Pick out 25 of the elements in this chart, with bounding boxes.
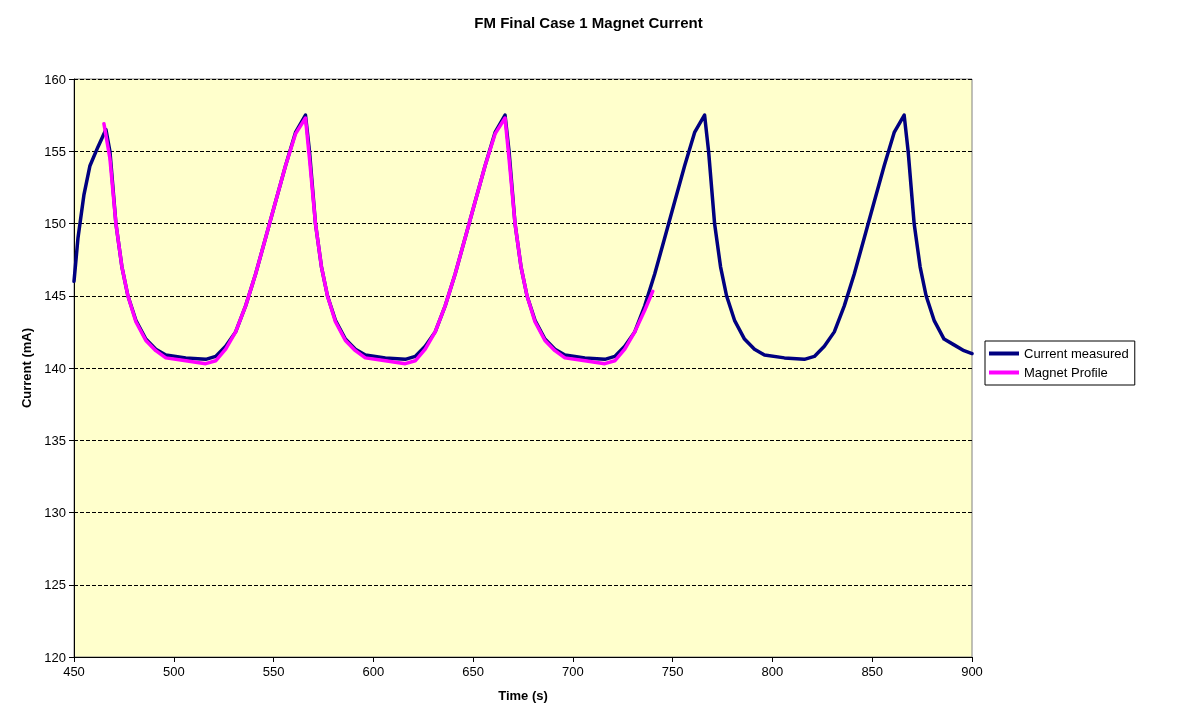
y-tick-label: 160 [44, 71, 66, 87]
legend-label: Magnet Profile [1024, 365, 1108, 380]
x-tick-label: 900 [961, 664, 983, 679]
y-tick-label: 145 [44, 288, 66, 304]
y-axis-title: Current (mA) [19, 327, 35, 409]
x-tick-label: 450 [63, 664, 85, 679]
x-axis-title: Time (s) [498, 688, 548, 703]
y-tick-label: 150 [44, 216, 66, 231]
x-tick-label: 550 [262, 664, 285, 679]
x-tick-label: 500 [162, 664, 185, 679]
line-series [102, 116, 655, 366]
x-tick-label: 750 [661, 664, 684, 679]
y-tick-label: 135 [44, 432, 66, 448]
y-tick-label: 125 [44, 577, 66, 593]
y-tick-label: 130 [44, 505, 66, 520]
y-tick-label: 155 [44, 143, 66, 159]
x-tick-label: 700 [562, 664, 584, 679]
legend-label: Current measured [1024, 346, 1129, 361]
x-tick-label: 650 [462, 664, 484, 679]
y-tick-label: 140 [44, 360, 66, 376]
x-tick-label: 800 [761, 664, 784, 679]
x-tick-label: 850 [861, 664, 884, 679]
y-tick-label: 120 [44, 649, 66, 665]
x-tick-label: 600 [362, 664, 385, 679]
chart-title: FM Final Case 1 Magnet Current [474, 14, 703, 31]
